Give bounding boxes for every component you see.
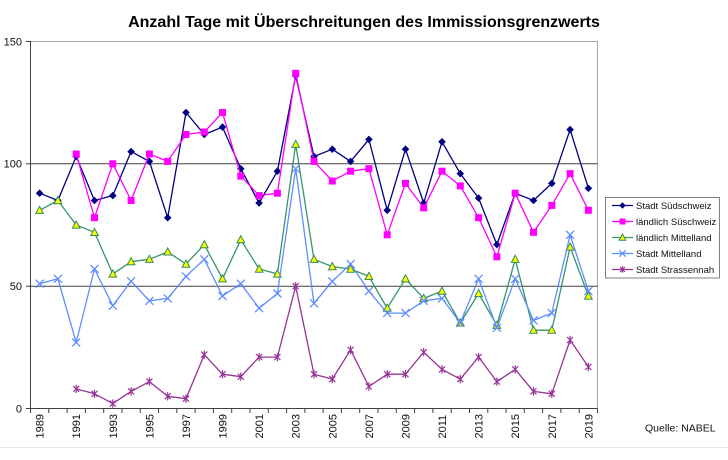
svg-text:2009: 2009: [401, 414, 413, 438]
svg-text:1993: 1993: [108, 414, 120, 438]
svg-text:2019: 2019: [583, 414, 595, 438]
svg-text:1997: 1997: [181, 414, 193, 438]
svg-text:2003: 2003: [291, 414, 303, 438]
svg-text:1999: 1999: [218, 414, 230, 438]
svg-text:2013: 2013: [474, 414, 486, 438]
svg-text:0: 0: [16, 403, 22, 415]
svg-text:Stadt Strassennah: Stadt Strassennah: [636, 265, 714, 276]
svg-text:2007: 2007: [364, 414, 376, 438]
svg-text:2001: 2001: [254, 414, 266, 438]
svg-text:2015: 2015: [510, 414, 522, 438]
svg-text:100: 100: [4, 159, 22, 171]
svg-text:ländlich Mittelland: ländlich Mittelland: [636, 233, 712, 244]
svg-text:50: 50: [10, 281, 22, 293]
svg-text:1995: 1995: [144, 414, 156, 438]
svg-text:150: 150: [4, 36, 22, 48]
svg-text:2011: 2011: [437, 415, 449, 439]
svg-text:1989: 1989: [35, 414, 47, 438]
svg-text:Anzahl Tage mit Überschreitung: Anzahl Tage mit Überschreitungen des Imm…: [128, 12, 600, 31]
svg-text:ländlich Süschweiz: ländlich Süschweiz: [636, 217, 717, 228]
svg-text:2017: 2017: [547, 414, 559, 438]
svg-text:Stadt Südschweiz: Stadt Südschweiz: [636, 201, 712, 212]
svg-text:1991: 1991: [71, 414, 83, 438]
svg-text:Quelle: NABEL: Quelle: NABEL: [645, 423, 716, 435]
svg-text:Stadt Mittelland: Stadt Mittelland: [636, 249, 701, 260]
svg-text:2005: 2005: [327, 414, 339, 438]
